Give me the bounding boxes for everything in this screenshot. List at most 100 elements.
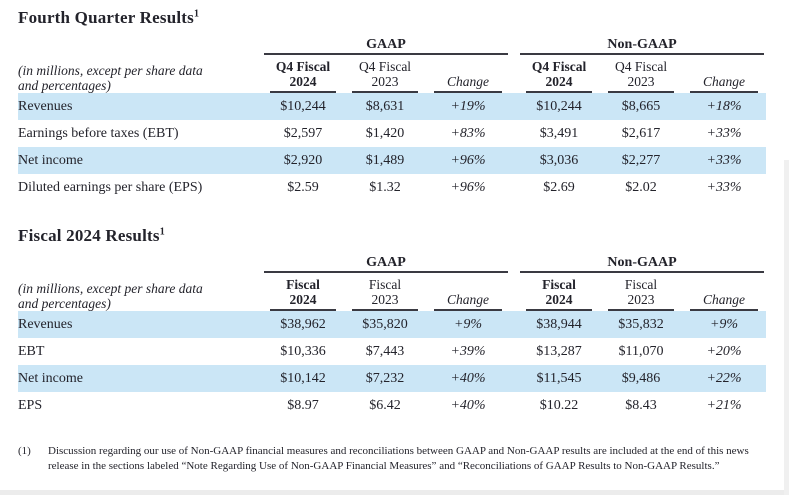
fiscal-2024-results-table: GAAP Non-GAAP (in millions, except per s… [18,253,767,419]
column-header-row: (in millions, except per share data and p… [18,273,766,311]
value-cell: +96% [450,179,486,195]
value-cell: $8,665 [621,98,661,114]
value-cell: $1,489 [365,152,405,168]
table-row-net-income: Net income $10,142 $7,232 +40% $11,545 $… [18,365,767,392]
press-release-page: Fourth Quarter Results1 GAAP Non-GAAP (i… [18,8,771,473]
row-label: Revenues [18,98,73,114]
row-label: Revenues [18,316,73,332]
row-label: Net income [18,152,83,168]
section-title-fiscal-2024: Fiscal 2024 Results1 [18,226,771,246]
table-row-revenues: Revenues $10,244 $8,631 +19% $10,244 $8,… [18,93,767,120]
title-text: Fiscal 2024 Results [18,226,160,245]
column-header-nongaap-2024: Q4 Fiscal 2024 [518,55,600,93]
value-cell: +19% [450,98,486,114]
column-header-gaap-2024: Q4 Fiscal 2024 [262,55,344,93]
group-header-gaap: GAAP [264,255,509,273]
value-cell: $11,070 [618,343,664,359]
value-cell: +9% [453,316,483,332]
value-cell: $8.43 [625,397,657,413]
row-label: Diluted earnings per share (EPS) [18,179,203,195]
value-cell: $2,597 [283,125,323,141]
value-cell: +33% [706,179,742,195]
value-cell: +21% [706,397,742,413]
value-cell: +18% [706,98,742,114]
value-cell: +96% [450,152,486,168]
value-cell: $2.69 [543,179,575,195]
footnote: (1) Discussion regarding our use of Non-… [18,444,770,473]
table-row-net-income: Net income $2,920 $1,489 +96% $3,036 $2,… [18,147,767,174]
group-header-row: GAAP Non-GAAP [18,253,766,273]
value-cell: $2,617 [621,125,661,141]
value-cell: $10,336 [280,343,326,359]
value-cell: $10.22 [539,397,579,413]
column-header-gaap-change: Change [426,55,510,93]
column-header-nongaap-change: Change [682,273,766,311]
value-cell: $35,832 [618,316,664,332]
column-header-gaap-2023: Q4 Fiscal 2023 [344,55,426,93]
value-cell: $10,142 [280,370,326,386]
table-row-revenues: Revenues $38,962 $35,820 +9% $38,944 $35… [18,311,767,338]
value-cell: $7,232 [365,370,405,386]
group-header-non-gaap: Non-GAAP [520,255,765,273]
value-cell: $1.32 [369,179,401,195]
value-cell: $9,486 [621,370,661,386]
value-cell: $6.42 [369,397,401,413]
group-header-row: GAAP Non-GAAP [18,35,766,55]
group-header-non-gaap: Non-GAAP [520,37,765,55]
units-note: (in millions, except per share data and p… [18,280,203,311]
value-cell: $38,944 [536,316,582,332]
value-cell: $11,545 [536,370,582,386]
value-cell: +40% [450,370,486,386]
title-text: Fourth Quarter Results [18,8,194,27]
scan-edge-bottom [0,490,789,495]
column-header-gaap-2023: Fiscal 2023 [344,273,426,311]
value-cell: $7,443 [365,343,405,359]
value-cell: $2,277 [621,152,661,168]
value-cell: $10,244 [280,98,326,114]
footnote-reference: 1 [159,226,165,238]
table-row-ebt: EBT $10,336 $7,443 +39% $13,287 $11,070 … [18,338,766,365]
column-header-nongaap-2023: Q4 Fiscal 2023 [600,55,682,93]
units-note: (in millions, except per share data and p… [18,62,203,93]
fourth-quarter-results-table: GAAP Non-GAAP (in millions, except per s… [18,35,767,201]
value-cell: +83% [450,125,486,141]
row-label: EPS [18,397,43,413]
value-cell: $35,820 [362,316,408,332]
value-cell: +33% [706,125,742,141]
table-row-ebt: Earnings before taxes (EBT) $2,597 $1,42… [18,120,766,147]
value-cell: $2.59 [287,179,319,195]
value-cell: $10,244 [536,98,582,114]
value-cell: +9% [709,316,739,332]
value-cell: $1,420 [365,125,405,141]
value-cell: +22% [706,370,742,386]
column-header-gaap-2024: Fiscal 2024 [262,273,344,311]
value-cell: +40% [450,397,486,413]
table-row-eps: Diluted earnings per share (EPS) $2.59 $… [18,174,766,201]
value-cell: +33% [706,152,742,168]
value-cell: $3,036 [539,152,579,168]
footnote-marker: (1) [18,445,31,457]
column-header-nongaap-2023: Fiscal 2023 [600,273,682,311]
row-label: EBT [18,343,45,359]
value-cell: +39% [450,343,486,359]
value-cell: +20% [706,343,742,359]
group-header-gaap: GAAP [264,37,509,55]
column-header-nongaap-change: Change [682,55,766,93]
scan-edge-right [784,160,789,495]
row-label: Earnings before taxes (EBT) [18,125,179,141]
value-cell: $2,920 [283,152,323,168]
table-row-eps: EPS $8.97 $6.42 +40% $10.22 $8.43 +21% [18,392,766,419]
value-cell: $2.02 [625,179,657,195]
value-cell: $3,491 [539,125,579,141]
section-title-fourth-quarter: Fourth Quarter Results1 [18,8,771,28]
row-label: Net income [18,370,83,386]
value-cell: $8.97 [287,397,319,413]
fiscal-2024-results-section: Fiscal 2024 Results1 GAAP Non-GAAP (in m… [18,226,771,419]
value-cell: $8,631 [365,98,405,114]
value-cell: $38,962 [280,316,326,332]
column-header-row: (in millions, except per share data and p… [18,55,766,93]
footnote-reference: 1 [193,8,200,20]
value-cell: $13,287 [536,343,582,359]
column-header-gaap-change: Change [426,273,510,311]
footnote-text: Discussion regarding our use of Non-GAAP… [48,445,749,472]
